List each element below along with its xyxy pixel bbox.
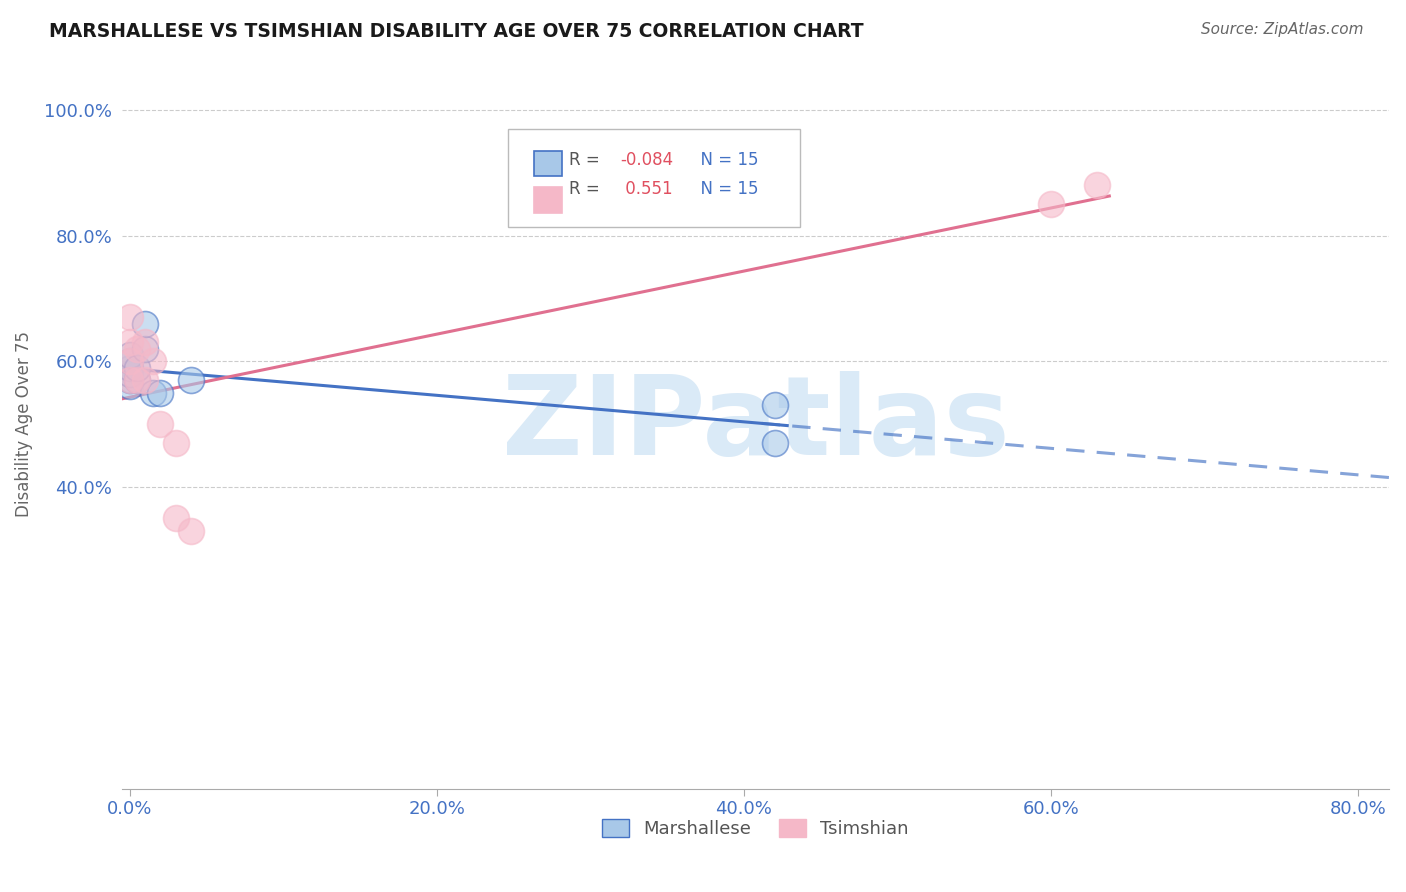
Point xyxy=(118,354,141,368)
Point xyxy=(118,354,141,368)
Point xyxy=(127,360,149,375)
Point xyxy=(127,342,149,356)
Point xyxy=(118,360,141,375)
FancyBboxPatch shape xyxy=(509,128,800,227)
Point xyxy=(142,385,165,400)
Point xyxy=(1085,178,1108,193)
Point xyxy=(165,511,187,525)
Bar xyxy=(534,151,561,177)
Legend: Marshallese, Tsimshian: Marshallese, Tsimshian xyxy=(595,812,915,845)
Point xyxy=(118,373,141,387)
Point xyxy=(118,335,141,350)
Text: 0.551: 0.551 xyxy=(620,180,672,198)
Point xyxy=(180,373,202,387)
Point xyxy=(118,379,141,393)
Y-axis label: Disability Age Over 75: Disability Age Over 75 xyxy=(15,331,32,517)
Text: R =: R = xyxy=(569,151,605,169)
Point xyxy=(1040,197,1063,211)
Point xyxy=(118,373,141,387)
Text: -0.084: -0.084 xyxy=(620,151,673,169)
Point xyxy=(149,417,172,431)
Text: Source: ZipAtlas.com: Source: ZipAtlas.com xyxy=(1201,22,1364,37)
Point xyxy=(165,436,187,450)
Bar xyxy=(534,187,561,212)
Point xyxy=(180,524,202,538)
Point xyxy=(134,335,156,350)
Point xyxy=(763,398,786,412)
Point xyxy=(134,373,156,387)
Point xyxy=(127,373,149,387)
Point xyxy=(149,385,172,400)
Text: N = 15: N = 15 xyxy=(689,151,758,169)
Text: N = 15: N = 15 xyxy=(689,180,758,198)
Text: MARSHALLESE VS TSIMSHIAN DISABILITY AGE OVER 75 CORRELATION CHART: MARSHALLESE VS TSIMSHIAN DISABILITY AGE … xyxy=(49,22,863,41)
Point xyxy=(118,367,141,381)
Text: R =: R = xyxy=(569,180,605,198)
Text: ZIPatlas: ZIPatlas xyxy=(502,370,1010,477)
Point xyxy=(127,373,149,387)
Point xyxy=(134,342,156,356)
Point xyxy=(118,348,141,362)
Point xyxy=(118,310,141,325)
Point xyxy=(763,436,786,450)
Point xyxy=(142,354,165,368)
Point xyxy=(134,317,156,331)
